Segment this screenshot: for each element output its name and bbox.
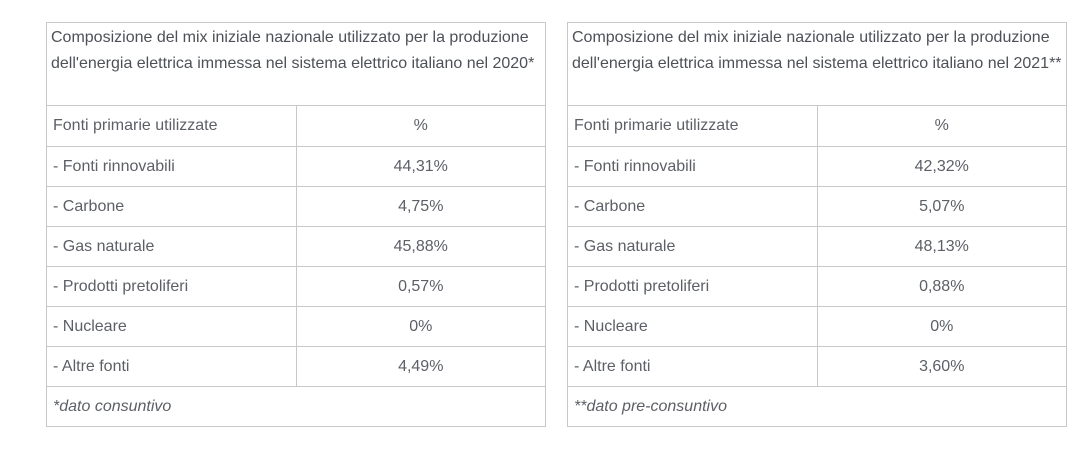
table-caption-row: Composizione del mix iniziale nazionale …: [567, 22, 1067, 106]
table-row: - Fonti rinnovabili 42,32%: [567, 146, 1067, 187]
table-row: - Carbone 5,07%: [567, 186, 1067, 227]
table-row: - Fonti rinnovabili 44,31%: [46, 146, 546, 187]
row-source: - Altre fonti: [46, 346, 297, 387]
row-source: - Gas naturale: [46, 226, 297, 267]
table-caption: Composizione del mix iniziale nazionale …: [46, 22, 546, 106]
table-row: - Prodotti pretoliferi 0,57%: [46, 266, 546, 307]
row-source: - Prodotti pretoliferi: [567, 266, 818, 307]
table-note: *dato consuntivo: [46, 386, 546, 427]
row-value: 4,49%: [295, 346, 546, 387]
energy-mix-table-2021: Composizione del mix iniziale nazionale …: [567, 22, 1067, 427]
row-source: - Carbone: [46, 186, 297, 227]
row-value: 48,13%: [816, 226, 1067, 267]
row-source: - Gas naturale: [567, 226, 818, 267]
row-source: - Fonti rinnovabili: [46, 146, 297, 187]
table-row: - Gas naturale 45,88%: [46, 226, 546, 267]
header-percent: %: [295, 105, 546, 147]
header-percent: %: [816, 105, 1067, 147]
row-value: 5,07%: [816, 186, 1067, 227]
header-source: Fonti primarie utilizzate: [46, 105, 297, 147]
row-value: 4,75%: [295, 186, 546, 227]
row-source: - Nucleare: [46, 306, 297, 347]
table-caption-row: Composizione del mix iniziale nazionale …: [46, 22, 546, 106]
table-note-row: **dato pre-consuntivo: [567, 386, 1067, 427]
row-value: 0,88%: [816, 266, 1067, 307]
table-caption: Composizione del mix iniziale nazionale …: [567, 22, 1067, 106]
table-row: - Prodotti pretoliferi 0,88%: [567, 266, 1067, 307]
table-row: - Carbone 4,75%: [46, 186, 546, 227]
row-value: 42,32%: [816, 146, 1067, 187]
row-value: 45,88%: [295, 226, 546, 267]
table-note-row: *dato consuntivo: [46, 386, 546, 427]
row-source: - Altre fonti: [567, 346, 818, 387]
row-source: - Prodotti pretoliferi: [46, 266, 297, 307]
table-row: - Altre fonti 4,49%: [46, 346, 546, 387]
table-row: - Nucleare 0%: [567, 306, 1067, 347]
row-source: - Carbone: [567, 186, 818, 227]
table-row: - Nucleare 0%: [46, 306, 546, 347]
row-value: 0%: [816, 306, 1067, 347]
table-header-row: Fonti primarie utilizzate %: [567, 105, 1067, 147]
row-value: 0,57%: [295, 266, 546, 307]
row-source: - Nucleare: [567, 306, 818, 347]
header-source: Fonti primarie utilizzate: [567, 105, 818, 147]
row-value: 3,60%: [816, 346, 1067, 387]
table-note: **dato pre-consuntivo: [567, 386, 1067, 427]
table-row: - Altre fonti 3,60%: [567, 346, 1067, 387]
row-value: 0%: [295, 306, 546, 347]
row-value: 44,31%: [295, 146, 546, 187]
energy-mix-table-2020: Composizione del mix iniziale nazionale …: [46, 22, 546, 427]
table-header-row: Fonti primarie utilizzate %: [46, 105, 546, 147]
row-source: - Fonti rinnovabili: [567, 146, 818, 187]
table-row: - Gas naturale 48,13%: [567, 226, 1067, 267]
